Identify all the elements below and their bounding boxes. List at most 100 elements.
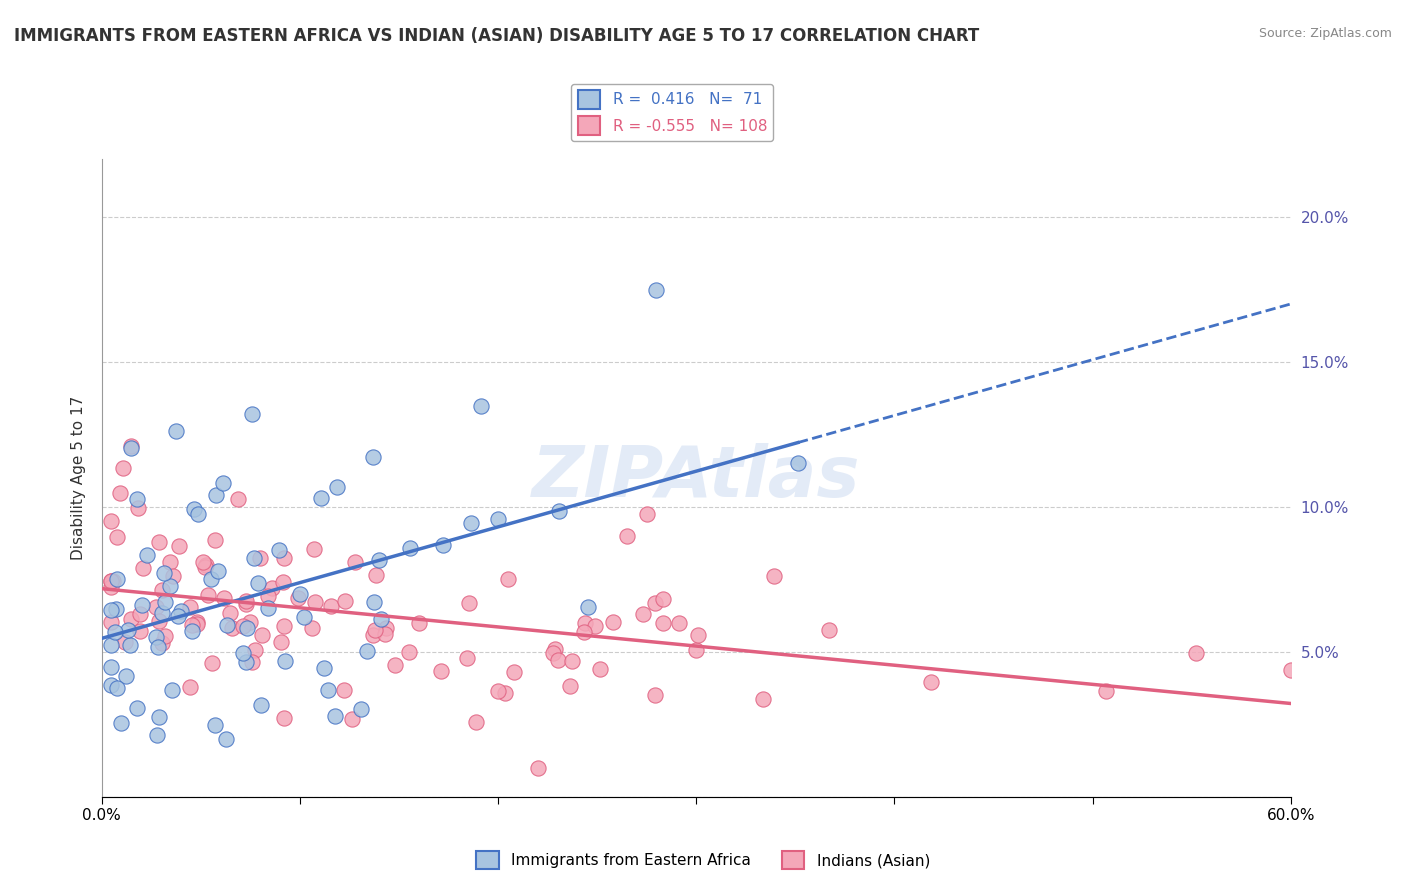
Text: IMMIGRANTS FROM EASTERN AFRICA VS INDIAN (ASIAN) DISABILITY AGE 5 TO 17 CORRELAT: IMMIGRANTS FROM EASTERN AFRICA VS INDIAN… [14,27,980,45]
Point [644,689,666,703]
Point [100,660,122,674]
Point [496,572,519,586]
Point [180,624,202,638]
Point [374,621,396,635]
Point [105,572,128,586]
Point [384,658,406,673]
Point [153,595,176,609]
Point [219,606,242,620]
Point [361,450,384,464]
Point [236,621,259,635]
Point [162,568,184,582]
Point [751,692,773,706]
Point [408,615,430,630]
Point [129,607,152,621]
Point [204,533,226,548]
Point [464,714,486,729]
Point [148,640,170,655]
Point [430,664,453,678]
Point [152,607,174,621]
Point [561,654,583,668]
Point [367,553,389,567]
Point [145,600,167,615]
Point [132,561,155,575]
Point [186,617,208,632]
Point [179,680,201,694]
Point [333,683,356,698]
Point [257,589,280,603]
Point [456,651,478,665]
Point [818,623,841,637]
Point [686,628,709,642]
Point [120,612,142,626]
Point [131,598,153,612]
Point [503,665,526,680]
Point [250,628,273,642]
Point [125,700,148,714]
Point [240,408,263,422]
Point [274,654,297,668]
Point [150,636,173,650]
Point [100,615,122,629]
Point [273,710,295,724]
Point [194,558,217,572]
Point [333,594,356,608]
Point [321,599,343,614]
Point [183,502,205,516]
Point [239,615,262,629]
Point [153,566,176,580]
Point [159,555,181,569]
Point [344,555,367,569]
Point [644,597,666,611]
Point [576,600,599,615]
Point [235,594,257,608]
Point [350,702,373,716]
Point [457,596,479,610]
Point [370,612,392,626]
Point [651,615,673,630]
Point [240,656,263,670]
Point [105,530,128,544]
Point [226,492,249,507]
Point [920,674,942,689]
Point [211,475,233,490]
Point [364,624,387,638]
Point [301,621,323,635]
Point [232,647,254,661]
Point [273,551,295,566]
Point [398,541,420,555]
Point [201,656,224,670]
Point [167,609,190,624]
Point [366,568,388,582]
Point [120,638,142,652]
Point [235,655,257,669]
Point [181,617,204,632]
Point [235,597,257,611]
Point [631,607,654,621]
Point [100,639,122,653]
Point [1185,646,1208,660]
Point [125,491,148,506]
Point [145,630,167,644]
Point [290,587,312,601]
Legend: Immigrants from Eastern Africa, Indians (Asian): Immigrants from Eastern Africa, Indians … [470,845,936,875]
Point [292,610,315,624]
Point [108,486,131,500]
Point [269,543,291,558]
Point [100,678,122,692]
Point [207,564,229,578]
Point [787,456,810,470]
Point [287,591,309,605]
Point [636,507,658,521]
Point [197,588,219,602]
Point [361,628,384,642]
Point [249,698,271,712]
Point [304,541,326,556]
Point [165,424,187,438]
Point [187,507,209,521]
Point [260,581,283,595]
Point [100,574,122,588]
Point [120,441,142,455]
Point [214,591,236,605]
Point [616,529,638,543]
